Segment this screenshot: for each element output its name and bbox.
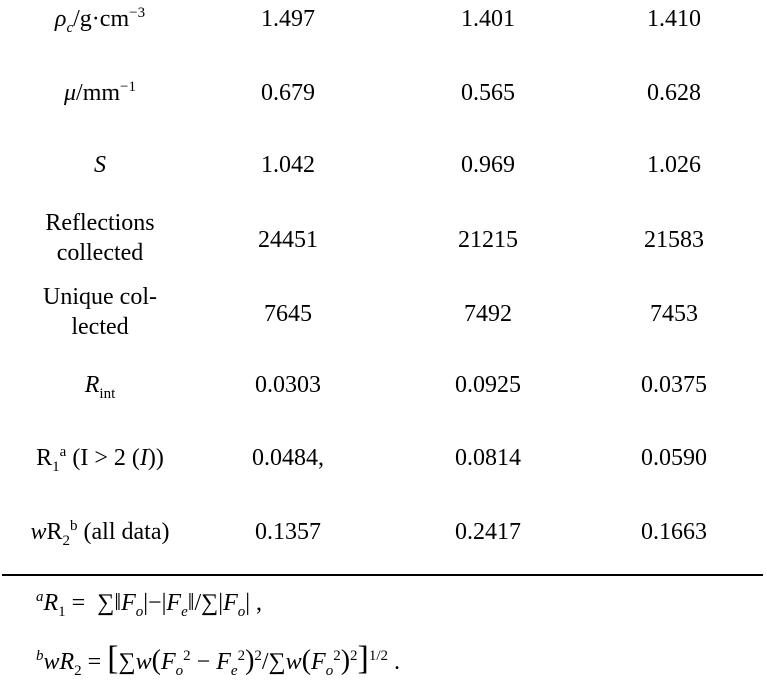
row-label-mu: μ/mm−1 xyxy=(63,79,137,107)
cell-value: 7492 xyxy=(464,301,512,327)
cell-value: 0.679 xyxy=(261,80,315,106)
label-line: lected xyxy=(71,314,129,340)
cell-value: 0.1357 xyxy=(255,519,321,545)
cell-value: 21215 xyxy=(458,227,518,253)
cell-value: 1.042 xyxy=(261,152,315,178)
row-label-rint: Rint xyxy=(84,372,116,402)
label-line: collected xyxy=(56,240,144,266)
cell-value: 0.0484, xyxy=(252,445,324,471)
cell-value: 0.565 xyxy=(461,80,515,106)
cell-value: 1.497 xyxy=(261,6,315,32)
row-label-wr2: wR2b (all data) xyxy=(30,518,170,549)
row-label-unique: Unique col- lected xyxy=(0,282,200,342)
cell-value: 1.026 xyxy=(647,152,701,178)
row-label-s: S xyxy=(94,152,106,178)
cell-value: 24451 xyxy=(258,227,318,253)
row-label-r1: R1a (I > 2 (I)) xyxy=(36,444,164,475)
row-label-reflections: Reflections collected xyxy=(0,208,200,268)
cell-value: 0.0375 xyxy=(641,372,707,398)
row-label-density: ρc/g·cm−3 xyxy=(54,5,146,36)
cell-value: 7453 xyxy=(650,301,698,327)
cell-value: 1.401 xyxy=(461,6,515,32)
cell-value: 7645 xyxy=(264,301,312,327)
label-line: Reflections xyxy=(45,210,155,236)
table-bottom-rule xyxy=(2,574,763,576)
cell-value: 1.410 xyxy=(647,6,701,32)
cell-value: 0.1663 xyxy=(641,519,707,545)
footnote-b: bwR2 = [∑w(Fo2 − Fe2)2/∑w(Fo2)2]1/2 . xyxy=(36,640,401,679)
cell-value: 0.0925 xyxy=(455,372,521,398)
cell-value: 0.0590 xyxy=(641,445,707,471)
cell-value: 0.2417 xyxy=(455,519,521,545)
cell-value: 0.628 xyxy=(647,80,701,106)
cell-value: 21583 xyxy=(644,227,704,253)
cell-value: 0.0814 xyxy=(455,445,521,471)
label-line: Unique col- xyxy=(43,284,157,310)
cell-value: 0.969 xyxy=(461,152,515,178)
footnote-a: aR1 = ∑‖Fo|−|Fe‖/∑|Fo| , xyxy=(36,589,263,620)
cell-value: 0.0303 xyxy=(255,372,321,398)
